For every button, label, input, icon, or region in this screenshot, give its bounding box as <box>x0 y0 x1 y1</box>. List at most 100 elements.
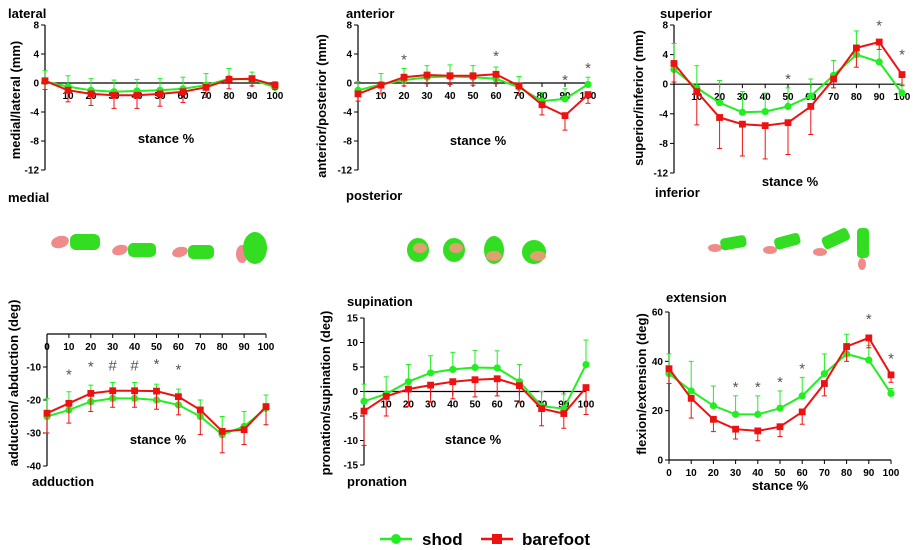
data-point-barefoot <box>179 88 187 96</box>
x-tick-label: 60 <box>490 91 502 102</box>
data-point-barefoot <box>798 408 806 416</box>
data-point-barefoot <box>427 381 434 389</box>
significance-marker: * <box>88 358 94 375</box>
data-point-shod <box>738 108 747 116</box>
x-tick-label: 80 <box>223 91 235 102</box>
x-tick-label: 30 <box>421 91 433 102</box>
y-tick-label: 8 <box>346 21 352 32</box>
data-point-barefoot <box>271 81 279 89</box>
x-tick-label: 100 <box>258 342 275 353</box>
panel-pos-label: superior <box>660 6 712 21</box>
data-point-shod <box>898 89 906 97</box>
data-point-shod <box>404 378 412 386</box>
data-point-shod <box>427 369 435 377</box>
significance-marker: * <box>585 60 591 77</box>
y-tick-label: -5 <box>349 412 358 423</box>
data-point-barefoot <box>865 334 873 342</box>
y-axis-label: anterior/posterior (mm) <box>314 34 329 178</box>
data-point-barefoot <box>492 70 500 78</box>
y-tick-label: -8 <box>659 139 668 150</box>
significance-marker: * <box>899 46 905 63</box>
significance-marker: * <box>876 18 882 35</box>
x-tick-label: 60 <box>492 400 504 411</box>
data-point-barefoot <box>156 90 164 98</box>
significance-marker: * <box>866 311 872 328</box>
x-tick-label: 70 <box>514 400 526 411</box>
data-point-shod <box>360 397 368 405</box>
data-point-barefoot <box>582 384 590 391</box>
data-point-barefoot <box>538 405 545 413</box>
data-point-barefoot <box>710 415 717 423</box>
data-point-barefoot <box>65 399 73 407</box>
data-point-shod <box>807 92 815 100</box>
data-point-barefoot <box>133 91 141 99</box>
data-point-shod <box>732 410 740 418</box>
data-point-barefoot <box>377 81 385 89</box>
data-point-barefoot <box>515 82 523 90</box>
data-point-barefoot <box>87 90 95 98</box>
significance-marker: * <box>66 367 72 384</box>
x-axis-title: stance % <box>138 131 195 146</box>
panel-neg-label: pronation <box>347 474 407 489</box>
data-point-barefoot <box>405 385 412 393</box>
data-point-barefoot <box>240 426 248 434</box>
significance-marker: * <box>755 379 761 396</box>
data-point-shod <box>582 360 590 369</box>
panel-pos-label: supination <box>347 294 413 309</box>
x-tick-label: 100 <box>894 92 911 103</box>
series-barefoot <box>360 375 590 446</box>
series-barefoot <box>43 387 270 454</box>
x-tick-label: 20 <box>398 91 410 102</box>
x-axis-title: stance % <box>762 174 819 189</box>
x-tick-label: 70 <box>828 92 840 103</box>
y-tick-label: 8 <box>662 21 668 32</box>
legend-label-barefoot: barefoot <box>522 530 590 549</box>
data-point-shod <box>709 402 718 410</box>
data-point-shod <box>784 102 792 110</box>
panel-neg-label: adduction <box>32 474 94 489</box>
x-tick-label: 70 <box>513 91 525 102</box>
series-shod <box>670 30 906 116</box>
data-point-barefoot <box>469 72 477 80</box>
data-point-barefoot <box>693 88 701 95</box>
data-point-barefoot <box>471 376 479 384</box>
data-point-barefoot <box>175 393 182 401</box>
data-point-barefoot <box>218 427 226 435</box>
series-barefoot <box>670 38 906 160</box>
x-tick-label: 90 <box>874 92 886 103</box>
x-axis-title: stance % <box>752 478 809 493</box>
y-tick-label: -12 <box>25 166 40 177</box>
data-point-barefoot <box>898 71 906 78</box>
x-axis-title: stance % <box>450 133 507 148</box>
data-point-barefoot <box>843 343 850 350</box>
x-tick-label: 10 <box>63 342 75 353</box>
data-point-barefoot <box>400 73 408 81</box>
bone-illustration-si <box>708 228 869 270</box>
legend-label-shod: shod <box>422 530 463 549</box>
y-tick-label: 60 <box>652 308 664 319</box>
x-tick-label: 100 <box>267 91 284 102</box>
data-point-shod <box>776 404 784 412</box>
data-point-barefoot <box>830 75 837 83</box>
data-point-barefoot <box>560 410 568 417</box>
significance-marker: * <box>493 48 499 65</box>
y-axis-label: pronation/supination (deg) <box>318 311 333 476</box>
y-tick-label: 15 <box>347 314 359 325</box>
y-tick-label: 0 <box>662 80 668 91</box>
data-point-barefoot <box>248 75 256 83</box>
data-point-barefoot <box>360 407 368 415</box>
x-tick-label: 10 <box>375 91 387 102</box>
data-point-barefoot <box>196 406 204 414</box>
significance-marker: # <box>109 357 118 374</box>
data-point-shod <box>761 107 769 116</box>
bone-illustration-ml <box>51 232 267 264</box>
x-tick-label: 80 <box>851 92 863 103</box>
data-point-shod <box>754 410 762 418</box>
x-tick-label: 60 <box>173 342 185 353</box>
significance-marker: * <box>175 362 181 379</box>
y-tick-label: 0 <box>657 456 663 467</box>
y-tick-label: -15 <box>344 461 359 472</box>
x-tick-label: 50 <box>151 342 163 353</box>
data-point-barefoot <box>41 77 49 85</box>
panel-adduction-abduction: adduction adduction/ abduction (deg) sta… <box>6 300 275 489</box>
